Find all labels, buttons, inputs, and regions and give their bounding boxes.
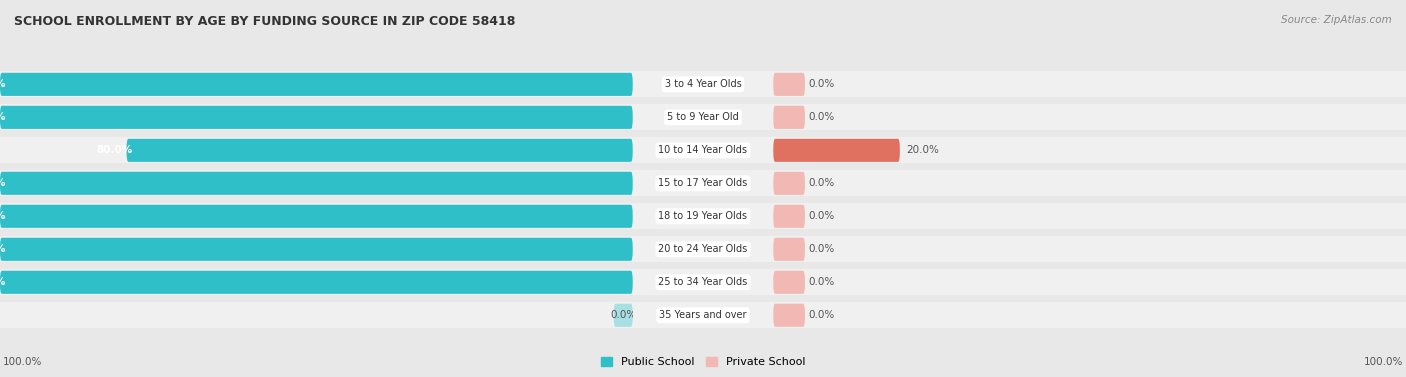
Text: 100.0%: 100.0%: [3, 357, 42, 367]
Text: 0.0%: 0.0%: [808, 244, 834, 254]
FancyBboxPatch shape: [633, 104, 773, 130]
FancyBboxPatch shape: [0, 270, 633, 295]
Text: 35 Years and over: 35 Years and over: [659, 310, 747, 320]
Text: 0.0%: 0.0%: [808, 112, 834, 123]
Text: 0.0%: 0.0%: [808, 310, 834, 320]
FancyBboxPatch shape: [773, 271, 806, 294]
FancyBboxPatch shape: [633, 138, 773, 163]
FancyBboxPatch shape: [633, 270, 773, 295]
Text: 80.0%: 80.0%: [97, 145, 132, 155]
FancyBboxPatch shape: [773, 170, 1406, 196]
FancyBboxPatch shape: [773, 104, 1406, 130]
Text: 100.0%: 100.0%: [0, 178, 6, 188]
FancyBboxPatch shape: [773, 205, 806, 228]
Text: 25 to 34 Year Olds: 25 to 34 Year Olds: [658, 277, 748, 287]
Text: 100.0%: 100.0%: [1364, 357, 1403, 367]
FancyBboxPatch shape: [0, 205, 633, 228]
FancyBboxPatch shape: [633, 72, 773, 97]
FancyBboxPatch shape: [0, 170, 633, 196]
FancyBboxPatch shape: [0, 238, 633, 261]
FancyBboxPatch shape: [773, 172, 806, 195]
FancyBboxPatch shape: [633, 170, 773, 196]
Text: 15 to 17 Year Olds: 15 to 17 Year Olds: [658, 178, 748, 188]
Text: 100.0%: 100.0%: [0, 112, 6, 123]
Text: Source: ZipAtlas.com: Source: ZipAtlas.com: [1281, 15, 1392, 25]
FancyBboxPatch shape: [773, 106, 806, 129]
Text: 20 to 24 Year Olds: 20 to 24 Year Olds: [658, 244, 748, 254]
FancyBboxPatch shape: [633, 204, 773, 229]
FancyBboxPatch shape: [0, 302, 633, 328]
FancyBboxPatch shape: [773, 238, 806, 261]
Text: 0.0%: 0.0%: [610, 310, 637, 320]
FancyBboxPatch shape: [127, 139, 633, 162]
FancyBboxPatch shape: [0, 106, 633, 129]
FancyBboxPatch shape: [0, 73, 633, 96]
FancyBboxPatch shape: [773, 236, 1406, 262]
Text: 0.0%: 0.0%: [808, 277, 834, 287]
FancyBboxPatch shape: [0, 172, 633, 195]
Legend: Public School, Private School: Public School, Private School: [596, 352, 810, 371]
FancyBboxPatch shape: [0, 271, 633, 294]
FancyBboxPatch shape: [633, 302, 773, 328]
FancyBboxPatch shape: [773, 204, 1406, 229]
Text: 100.0%: 100.0%: [0, 79, 6, 89]
Text: 5 to 9 Year Old: 5 to 9 Year Old: [666, 112, 740, 123]
Text: 18 to 19 Year Olds: 18 to 19 Year Olds: [658, 211, 748, 221]
FancyBboxPatch shape: [633, 236, 773, 262]
FancyBboxPatch shape: [773, 139, 900, 162]
FancyBboxPatch shape: [0, 104, 633, 130]
Text: 20.0%: 20.0%: [907, 145, 939, 155]
Text: 100.0%: 100.0%: [0, 211, 6, 221]
Text: SCHOOL ENROLLMENT BY AGE BY FUNDING SOURCE IN ZIP CODE 58418: SCHOOL ENROLLMENT BY AGE BY FUNDING SOUR…: [14, 15, 516, 28]
FancyBboxPatch shape: [0, 204, 633, 229]
Text: 0.0%: 0.0%: [808, 178, 834, 188]
FancyBboxPatch shape: [773, 302, 1406, 328]
FancyBboxPatch shape: [614, 304, 633, 327]
Text: 10 to 14 Year Olds: 10 to 14 Year Olds: [658, 145, 748, 155]
FancyBboxPatch shape: [0, 236, 633, 262]
Text: 0.0%: 0.0%: [808, 211, 834, 221]
Text: 0.0%: 0.0%: [808, 79, 834, 89]
FancyBboxPatch shape: [773, 304, 806, 327]
FancyBboxPatch shape: [0, 72, 633, 97]
Text: 100.0%: 100.0%: [0, 244, 6, 254]
FancyBboxPatch shape: [773, 270, 1406, 295]
FancyBboxPatch shape: [773, 73, 806, 96]
Text: 3 to 4 Year Olds: 3 to 4 Year Olds: [665, 79, 741, 89]
FancyBboxPatch shape: [0, 138, 633, 163]
FancyBboxPatch shape: [773, 72, 1406, 97]
FancyBboxPatch shape: [773, 138, 1406, 163]
Text: 100.0%: 100.0%: [0, 277, 6, 287]
